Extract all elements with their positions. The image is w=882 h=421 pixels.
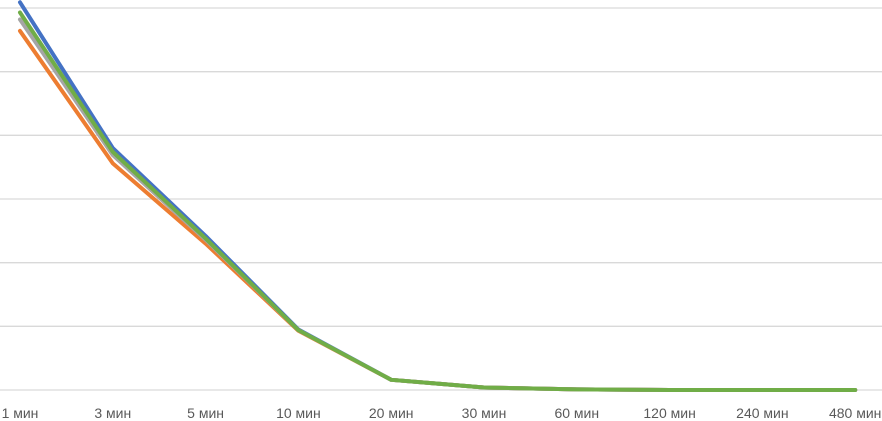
x-tick-label: 5 мин: [187, 405, 224, 421]
x-tick-label: 20 мин: [369, 405, 414, 421]
x-tick-label: 3 мин: [94, 405, 131, 421]
series-line-2: [18, 28, 858, 392]
x-tick-label: 480 мин: [829, 405, 881, 421]
x-tick-labels: 1 мин 3 мин 5 мин 10 мин 20 мин 30 мин 60 мин 1…: [2, 405, 882, 421]
x-tick-label: 30 мин: [462, 405, 507, 421]
series-line-3: [18, 17, 858, 392]
x-tick-label: 60 мин: [554, 405, 599, 421]
x-tick-label: 1 мин: [2, 405, 39, 421]
x-tick-label: 120 мин: [643, 405, 695, 421]
series-line-1: [18, 0, 858, 392]
series-lines: [18, 0, 858, 392]
x-tick-label: 10 мин: [276, 405, 321, 421]
x-tick-label: 240 мин: [736, 405, 788, 421]
gridlines: [0, 7, 882, 391]
series-line-4: [18, 10, 858, 392]
